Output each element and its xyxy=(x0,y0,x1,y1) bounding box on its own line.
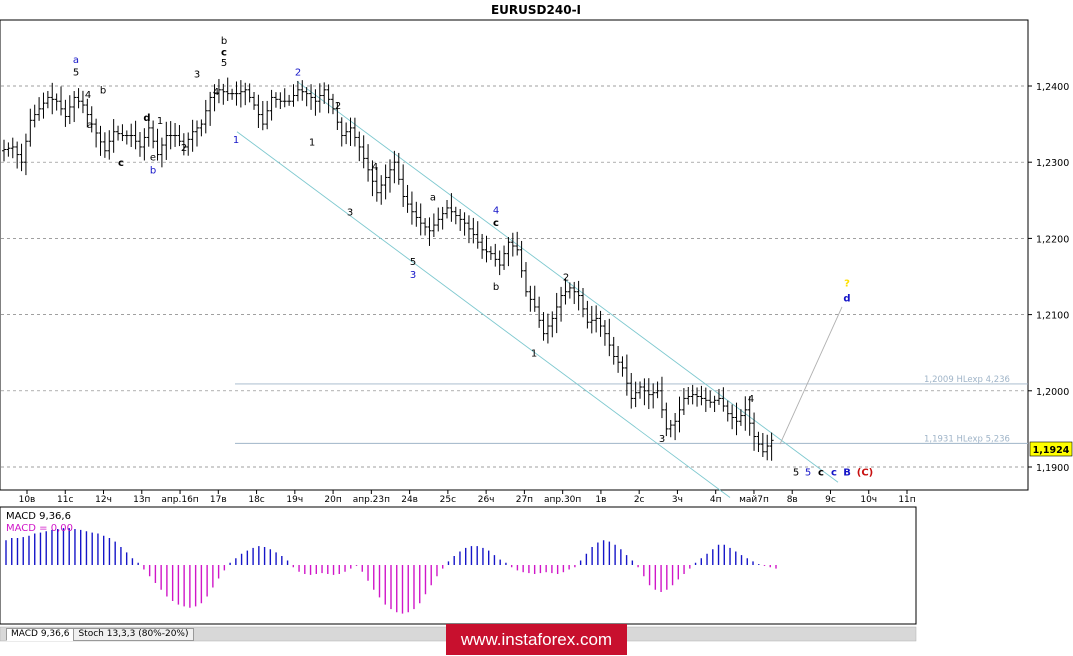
indicator-panel[interactable] xyxy=(0,506,917,625)
price-tick-label: 1,2200 xyxy=(1036,234,1069,245)
wave-label: B xyxy=(843,467,851,478)
wave-label: e xyxy=(150,153,156,164)
time-tick-label: апр.23п xyxy=(353,495,390,505)
channel-lower-line xyxy=(236,131,731,498)
wave-label: 1 xyxy=(233,135,239,146)
time-tick-label: 19ч xyxy=(286,495,303,505)
time-tick-label: 25с xyxy=(440,495,456,505)
wave-label: c xyxy=(118,158,124,169)
price-axis-labels: 1,2400 1,2300 1,2200 1,2100 1,2000 1,1900 xyxy=(1028,82,1069,474)
time-tick-label: 24в xyxy=(401,495,418,505)
wave-label: 2 xyxy=(335,101,341,112)
macd-label: MACD 9,36,6 xyxy=(6,511,71,522)
wave-label: 1 xyxy=(157,116,163,127)
time-tick-label: 4п xyxy=(710,495,722,505)
wave-label: a xyxy=(73,55,79,66)
fib-level-label: 1,2009 HLexp 4,236 xyxy=(924,375,1010,385)
time-tick-label: 11п xyxy=(898,495,915,505)
wave-label: c xyxy=(493,218,499,229)
wave-label: c xyxy=(818,467,824,478)
wave-label: c xyxy=(221,48,227,59)
main-chart-area[interactable] xyxy=(0,19,1029,491)
time-tick-label: апр.30п xyxy=(544,495,581,505)
wave-label: 4 xyxy=(748,394,754,405)
wave-label: 2 xyxy=(563,272,569,283)
macd-value-label: MACD = 0,00 xyxy=(6,523,73,534)
time-tick-label: 13п xyxy=(133,495,150,505)
wave-label: d xyxy=(143,113,150,124)
wave-label: 2 xyxy=(181,143,187,154)
price-tick-label: 1,2300 xyxy=(1036,158,1069,169)
wave-label: 3 xyxy=(410,270,416,281)
time-tick-label: 2с xyxy=(634,495,645,505)
time-tick-label: 8в xyxy=(787,495,798,505)
fib-level-label: 1,1931 HLexp 5,236 xyxy=(924,434,1010,444)
time-tick-label: 27п xyxy=(516,495,533,505)
forecast-line xyxy=(779,306,843,445)
time-tick-label: 1в xyxy=(595,495,606,505)
wave-label: 3 xyxy=(347,208,353,219)
current-price-marker: 1,1924 xyxy=(1029,441,1073,457)
time-tick-label: май7п xyxy=(739,495,769,505)
wave-label: b xyxy=(150,166,156,177)
instaforex-watermark: www.instaforex.com xyxy=(446,624,627,655)
wave-label: ? xyxy=(844,278,850,289)
channel-upper-line xyxy=(296,81,839,483)
indicator-tab[interactable]: Stoch 13,3,3 (80%-20%) xyxy=(73,628,194,641)
wave-label: 5 xyxy=(221,58,227,69)
time-tick-label: апр.16п xyxy=(161,495,198,505)
time-tick-label: 17в xyxy=(210,495,227,505)
price-tick-label: 1,2400 xyxy=(1036,82,1069,93)
price-tick-label: 1,2100 xyxy=(1036,311,1069,322)
time-tick-label: 10в xyxy=(19,495,36,505)
chart-title: EURUSD240-I xyxy=(491,3,581,17)
wave-label: b xyxy=(100,86,106,97)
price-tick-label: 1,1900 xyxy=(1036,463,1069,474)
indicator-tabs: MACD 9,36,6 Stoch 13,3,3 (80%-20%) xyxy=(6,628,194,641)
time-tick-label: 20п xyxy=(324,495,341,505)
time-tick-label: 18с xyxy=(248,495,264,505)
time-tick-label: 12ч xyxy=(95,495,112,505)
wave-label: a xyxy=(87,120,93,131)
time-tick-label: 3ч xyxy=(672,495,683,505)
wave-label: 2 xyxy=(295,67,301,78)
time-axis-labels: 10в 11с 12ч 13п апр.16п 17в 18с 19ч 20п апр.23п 24… xyxy=(19,490,916,505)
wave-label: 5 xyxy=(805,467,811,478)
time-tick-label: 10ч xyxy=(860,495,877,505)
wave-label: d xyxy=(843,294,850,305)
wave-label: 5 xyxy=(73,67,79,78)
wave-label: 3 xyxy=(194,70,200,81)
wave-label: 3 xyxy=(659,434,665,445)
wave-label: c xyxy=(831,467,837,478)
wave-label: a xyxy=(430,192,436,203)
wave-label: 5 xyxy=(410,257,416,268)
wave-label: 4 xyxy=(213,87,219,98)
price-tick-label: 1,2000 xyxy=(1036,387,1069,398)
wave-label: 4 xyxy=(85,90,91,101)
wave-label: 1 xyxy=(531,349,537,360)
time-tick-label: 9с xyxy=(825,495,836,505)
wave-label: b xyxy=(221,36,227,47)
time-tick-label: 11с xyxy=(57,495,73,505)
wave-label: 1 xyxy=(309,137,315,148)
wave-label: 5 xyxy=(793,467,799,478)
current-price-box xyxy=(1029,441,1073,457)
current-price-label: 1,1924 xyxy=(1033,445,1070,456)
price-gridlines xyxy=(1,85,1027,468)
indicator-tab[interactable]: MACD 9,36,6 xyxy=(6,628,75,641)
wave-label: b xyxy=(493,282,499,293)
time-tick-label: 26ч xyxy=(478,495,495,505)
price-bars xyxy=(2,77,774,461)
trend-channel xyxy=(236,81,843,498)
macd-histogram xyxy=(5,528,777,614)
wave-label: (C) xyxy=(857,467,873,478)
wave-label: 4 xyxy=(493,205,499,216)
wave-label: 4 xyxy=(372,162,378,173)
